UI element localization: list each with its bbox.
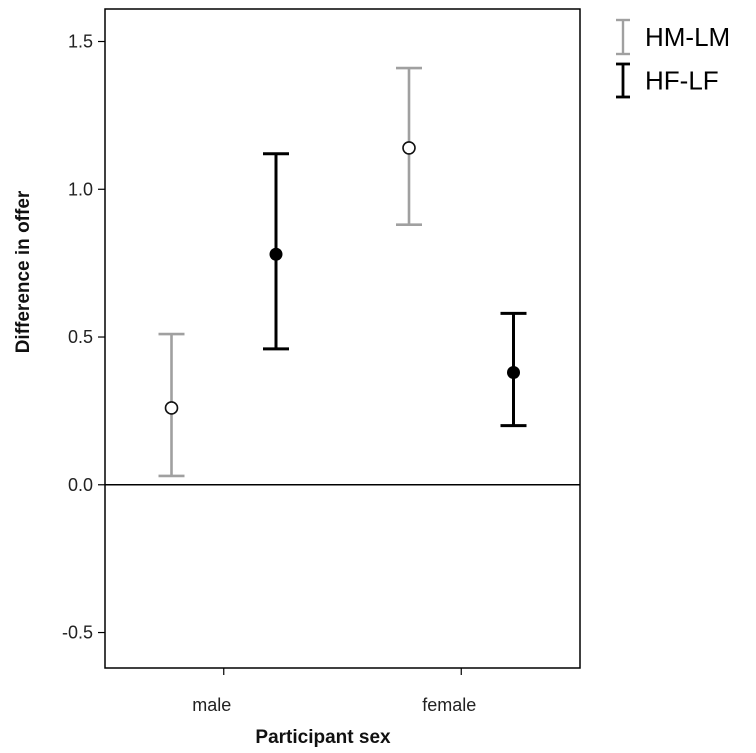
x-tick-label-male: male	[192, 695, 231, 715]
x-axis-title: Participant sex	[255, 727, 391, 748]
mean-point	[507, 365, 520, 379]
y-tick-label: 1.5	[68, 32, 93, 52]
y-tick-label: 1.0	[68, 179, 93, 199]
plot-frame	[104, 8, 581, 669]
mean-point	[402, 141, 416, 155]
error-bar-HM-LM-male	[158, 332, 185, 478]
y-tick-label: 0.0	[68, 475, 93, 495]
error-bar-HF-LF-male	[263, 152, 289, 351]
x-axis: male female	[192, 668, 476, 715]
error-bar-HM-LM-female	[396, 66, 422, 227]
y-tick-label: 0.5	[68, 327, 93, 347]
legend-label: HF-LF	[645, 66, 719, 96]
x-tick-label-female: female	[422, 695, 476, 715]
legend-item-HM-LM: HM-LM	[616, 18, 730, 56]
legend-item-HF-LF: HF-LF	[616, 62, 719, 99]
mean-point	[164, 401, 179, 415]
legend: HM-LM HF-LF	[616, 18, 730, 99]
y-axis: -0.5 0.0 0.5 1.0 1.5	[62, 32, 105, 643]
y-axis-title: Difference in offer	[13, 190, 34, 353]
error-bars	[158, 66, 527, 478]
error-bar-HF-LF-female	[500, 311, 527, 428]
legend-label: HM-LM	[645, 22, 730, 52]
mean-point	[269, 247, 283, 261]
y-tick-label: -0.5	[62, 623, 93, 643]
